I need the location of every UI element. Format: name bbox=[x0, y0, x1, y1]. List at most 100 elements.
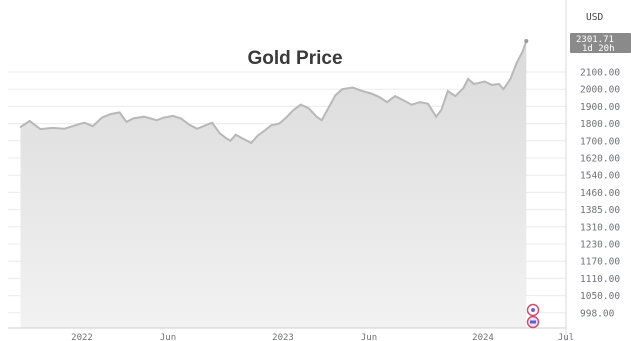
y-tick-label: 1620.00 bbox=[580, 154, 620, 165]
price-point bbox=[278, 122, 281, 125]
price-point bbox=[218, 132, 221, 134]
price-point bbox=[299, 103, 302, 106]
price-point bbox=[502, 88, 505, 90]
price-point bbox=[51, 127, 54, 129]
price-point bbox=[172, 115, 174, 117]
price-point bbox=[462, 87, 465, 90]
price-point bbox=[196, 128, 198, 130]
time-scale[interactable]: 2022 Jun 2023 Jun 2024 Jul bbox=[71, 333, 574, 341]
price-point bbox=[410, 103, 413, 106]
price-point bbox=[149, 117, 152, 120]
price-point bbox=[224, 136, 226, 139]
price-point bbox=[440, 109, 443, 111]
y-tick-label: 1800.00 bbox=[580, 119, 620, 130]
price-point bbox=[334, 94, 337, 96]
price-point bbox=[256, 134, 259, 137]
price-point bbox=[204, 124, 207, 127]
x-tick-label: 2022 bbox=[71, 333, 93, 341]
y-tick-label: 1170.00 bbox=[580, 257, 620, 268]
price-point bbox=[315, 115, 318, 118]
y-tick-label: 1460.00 bbox=[580, 188, 620, 199]
price-point bbox=[132, 117, 135, 120]
price-point bbox=[427, 103, 429, 105]
x-tick-label: Jun bbox=[160, 333, 176, 341]
price-point bbox=[467, 78, 469, 80]
price-point bbox=[180, 117, 182, 120]
y-tick-label: 1050.00 bbox=[580, 291, 620, 302]
price-point bbox=[263, 129, 266, 132]
price-point bbox=[402, 99, 405, 102]
price-point bbox=[473, 83, 475, 85]
price-point bbox=[92, 125, 94, 127]
chart-title: Gold Price bbox=[247, 48, 342, 69]
price-point bbox=[83, 121, 86, 124]
price-point bbox=[19, 126, 22, 128]
price-point bbox=[370, 92, 372, 95]
y-tick-label: 1900.00 bbox=[580, 102, 620, 113]
y-tick-label: 1310.00 bbox=[580, 222, 620, 233]
y-tick-label: 1230.00 bbox=[580, 240, 620, 251]
price-point bbox=[351, 86, 354, 89]
price-point bbox=[163, 116, 165, 119]
price-point bbox=[454, 95, 457, 97]
x-tick-label: 2024 bbox=[472, 333, 494, 341]
price-point bbox=[521, 50, 524, 53]
price-point bbox=[447, 90, 449, 92]
price-point bbox=[419, 101, 421, 103]
price-point bbox=[378, 96, 380, 98]
y-tick-label: 998.00 bbox=[580, 308, 615, 319]
price-point bbox=[509, 78, 512, 80]
price-point bbox=[211, 121, 213, 124]
y-tick-label: 2100.00 bbox=[580, 68, 620, 79]
price-point bbox=[320, 119, 323, 121]
y-tick-label: 1700.00 bbox=[580, 136, 620, 147]
y-tick-label: 1385.00 bbox=[580, 205, 620, 216]
earnings-icon[interactable] bbox=[526, 315, 540, 329]
price-point bbox=[63, 128, 66, 130]
price-point bbox=[101, 116, 103, 119]
price-point bbox=[125, 121, 128, 123]
x-tick-label: Jul bbox=[558, 333, 574, 341]
price-point bbox=[386, 101, 388, 103]
price-point bbox=[341, 88, 344, 90]
price-point bbox=[484, 80, 486, 83]
price-point bbox=[435, 115, 437, 118]
y-tick-label: 1540.00 bbox=[580, 171, 620, 182]
price-point bbox=[361, 90, 364, 92]
price-point bbox=[293, 109, 295, 111]
price-scale[interactable]: 2100.00 2000.00 1900.00 1800.00 1700.00 1620.… bbox=[580, 68, 620, 320]
price-area bbox=[20, 41, 527, 328]
price-point bbox=[490, 84, 493, 86]
x-tick-label: 2023 bbox=[272, 333, 294, 341]
price-point bbox=[307, 107, 310, 109]
price-point bbox=[118, 111, 121, 114]
price-point bbox=[39, 128, 42, 130]
price-point bbox=[234, 134, 237, 136]
price-point bbox=[250, 142, 253, 144]
price-point bbox=[28, 120, 31, 122]
price-point bbox=[74, 124, 76, 127]
price-point bbox=[326, 109, 329, 111]
price-point bbox=[394, 95, 396, 97]
currency-label: USD bbox=[586, 12, 603, 23]
price-points bbox=[19, 39, 529, 144]
price-point bbox=[109, 113, 112, 115]
price-point bbox=[284, 117, 287, 120]
last-price-value: 2301.71 bbox=[576, 35, 614, 45]
y-tick-label: 1110.00 bbox=[580, 274, 620, 285]
price-point bbox=[515, 62, 518, 64]
last-price-point bbox=[524, 39, 529, 43]
price-point bbox=[155, 119, 158, 121]
x-tick-label: Jun bbox=[361, 333, 377, 341]
price-point bbox=[498, 83, 500, 85]
countdown-value: 1d 20h bbox=[582, 44, 615, 54]
y-tick-label: 2000.00 bbox=[580, 85, 620, 96]
price-point bbox=[243, 138, 245, 140]
last-price-label: 2301.71 1d 20h bbox=[570, 33, 631, 54]
flag-icon[interactable] bbox=[526, 303, 540, 317]
price-point bbox=[143, 115, 145, 118]
price-point bbox=[270, 124, 273, 127]
price-point bbox=[229, 140, 232, 142]
price-point bbox=[188, 123, 190, 126]
